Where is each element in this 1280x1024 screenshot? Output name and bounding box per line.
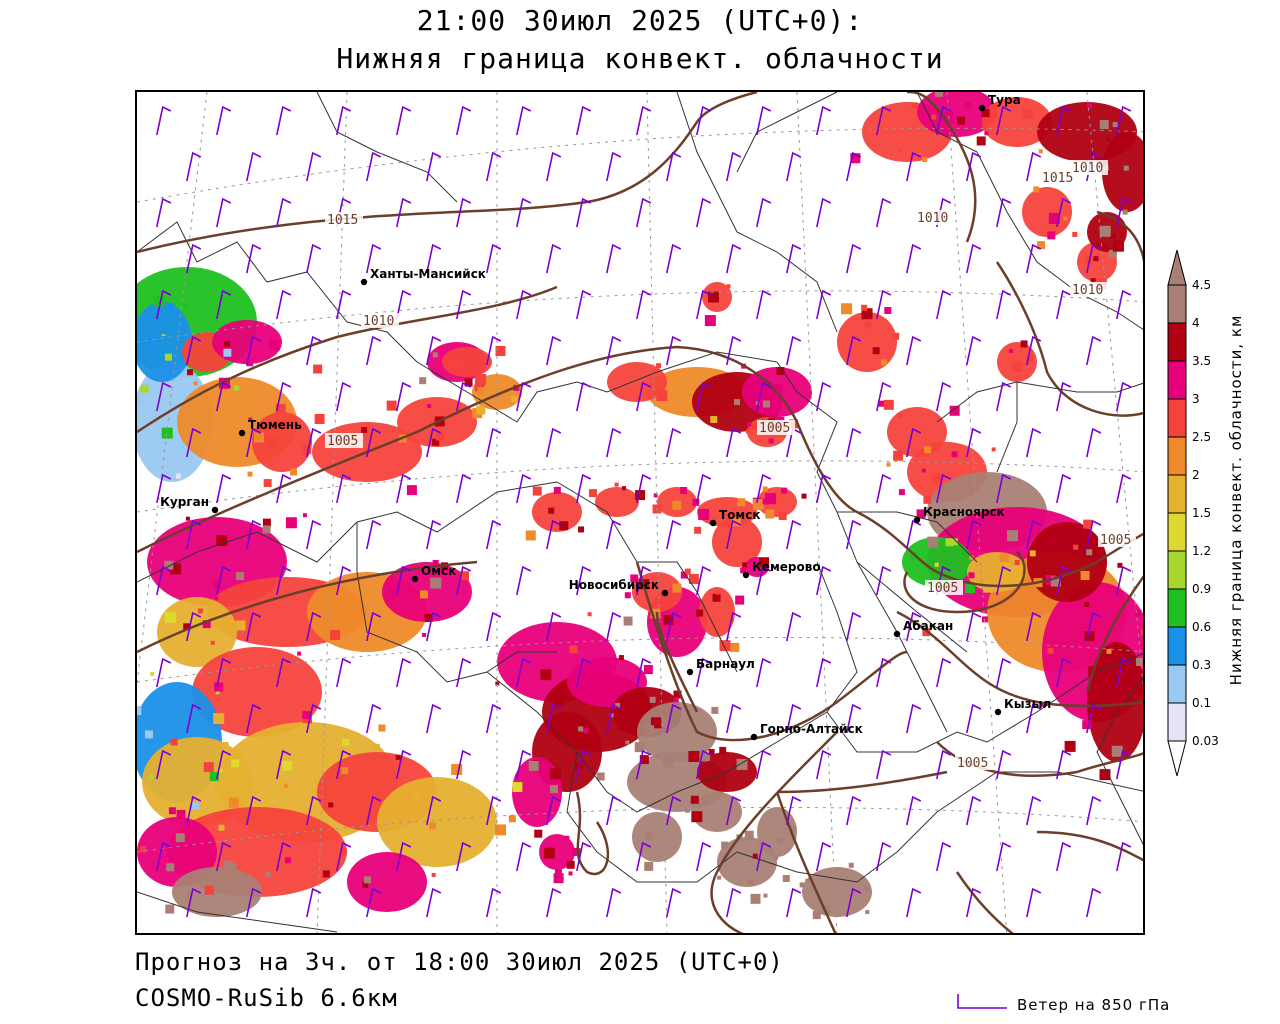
- map-panel[interactable]: 1015 1010 1005 1015 1010 1010 1010 1005 1005 1005…: [135, 90, 1145, 935]
- colorbar-tick: 0.03: [1192, 734, 1219, 748]
- isobar-label: 1015: [1042, 171, 1073, 186]
- wind-barbs: [156, 105, 1132, 918]
- wind-legend: Ветер на 850 гПа: [955, 990, 1215, 1020]
- city-label: Курган: [160, 495, 209, 509]
- city-marker: [750, 733, 758, 741]
- city-label: Томск: [719, 508, 761, 522]
- colorbar-swatch: [1167, 626, 1187, 666]
- colorbar-scale: 4.5 4 3.5 3 2.5 2 1.5 1.2 0.9 0.6 0.3 0.1 0.03: [1167, 249, 1219, 777]
- city-marker: [978, 104, 986, 112]
- city-marker: [411, 575, 419, 583]
- map-subtitle: Нижняя граница конвект. облачности: [336, 42, 944, 75]
- colorbar-swatch: [1167, 664, 1187, 704]
- city-label: Барнаул: [696, 657, 755, 671]
- colorbar-tick: 1.5: [1192, 506, 1211, 520]
- colorbar-tick: 4: [1192, 316, 1200, 330]
- city-marker: [211, 506, 219, 514]
- city-label: Тюмень: [248, 418, 302, 432]
- colorbar-tick: 4.5: [1192, 278, 1211, 292]
- colorbar-swatch: [1167, 702, 1187, 742]
- city-marker: [994, 708, 1002, 716]
- colorbar-swatch: [1167, 474, 1187, 514]
- isobar-label: 1005: [927, 581, 958, 596]
- colorbar-swatch: [1167, 512, 1187, 552]
- colorbar-tick: 0.1: [1192, 696, 1211, 710]
- isobar-label: 1010: [1072, 161, 1103, 176]
- city-marker: [661, 589, 669, 597]
- isobar-label: 1010: [1072, 283, 1103, 298]
- map-canvas: 1015101010051015101010101010100510051005…: [137, 92, 1143, 933]
- city-marker: [709, 519, 717, 527]
- wind-barb-icon: [957, 994, 1007, 1009]
- colorbar-swatch: [1167, 550, 1187, 590]
- city-marker: [238, 429, 246, 437]
- city-marker: [360, 278, 368, 286]
- colorbar-bottom-arrow: [1167, 740, 1187, 777]
- cities: Тура Ханты-Мансийск Тюмень Курган Омск Новоси…: [160, 93, 1051, 741]
- city-marker: [893, 630, 901, 638]
- colorbar-swatch: [1167, 398, 1187, 438]
- colorbar-tick: 0.6: [1192, 620, 1211, 634]
- map-title: 21:00 30июл 2025 (UTC+0):: [416, 4, 864, 37]
- colorbar-swatch: [1167, 284, 1187, 324]
- city-label: Кемерово: [752, 560, 821, 574]
- city-label: Красноярск: [923, 505, 1005, 519]
- isobars: [137, 92, 1143, 933]
- city-label: Ханты-Мансийск: [370, 267, 486, 281]
- city-label: Новосибирск: [569, 578, 659, 592]
- city-marker: [742, 571, 750, 579]
- colorbar-tick: 2: [1192, 468, 1200, 482]
- region-borders: [137, 92, 1143, 933]
- isobar-label: 1005: [1100, 533, 1131, 548]
- colorbar-tick: 0.9: [1192, 582, 1211, 596]
- colorbar-tick: 2.5: [1192, 430, 1211, 444]
- wind-legend-label: Ветер на 850 гПа: [1017, 996, 1171, 1014]
- city-label: Горно-Алтайск: [760, 722, 863, 736]
- colorbar-swatch: [1167, 322, 1187, 362]
- city-label: Омск: [421, 564, 456, 578]
- forecast-info: Прогноз на 3ч. от 18:00 30июл 2025 (UTC+…: [135, 948, 784, 976]
- colorbar-tick: 0.3: [1192, 658, 1211, 672]
- colorbar-tick: 3.5: [1192, 354, 1211, 368]
- colorbar-swatch: [1167, 360, 1187, 400]
- isobar-label: 1010: [917, 211, 948, 226]
- city-label: Кызыл: [1004, 697, 1051, 711]
- city-marker: [686, 668, 694, 676]
- isobar-label: 1010: [363, 314, 394, 329]
- isobar-label: 1005: [327, 434, 358, 449]
- colorbar-top-arrow: [1167, 249, 1187, 286]
- colorbar-tick: 3: [1192, 392, 1200, 406]
- model-name: COSMO-RuSib 6.6км: [135, 984, 398, 1012]
- city-marker: [913, 516, 921, 524]
- isobar-labels: 1015101010051015101010101010100510051005…: [325, 160, 1136, 771]
- city-label: Абакан: [903, 619, 953, 633]
- isobar-label: 1005: [759, 421, 790, 436]
- isobar-label: 1005: [957, 756, 988, 771]
- colorbar-label: Нижняя граница конвект. облачности, км: [1227, 314, 1245, 686]
- colorbar-tick: 1.2: [1192, 544, 1211, 558]
- graticule: [137, 92, 1143, 933]
- colorbar-swatch: [1167, 436, 1187, 476]
- colorbar-swatch: [1167, 588, 1187, 628]
- city-label: Тура: [988, 93, 1021, 107]
- colorbar: 4.5 4 3.5 3 2.5 2 1.5 1.2 0.9 0.6 0.3 0.1 0.03: [1160, 240, 1280, 790]
- isobar-label: 1015: [327, 213, 358, 228]
